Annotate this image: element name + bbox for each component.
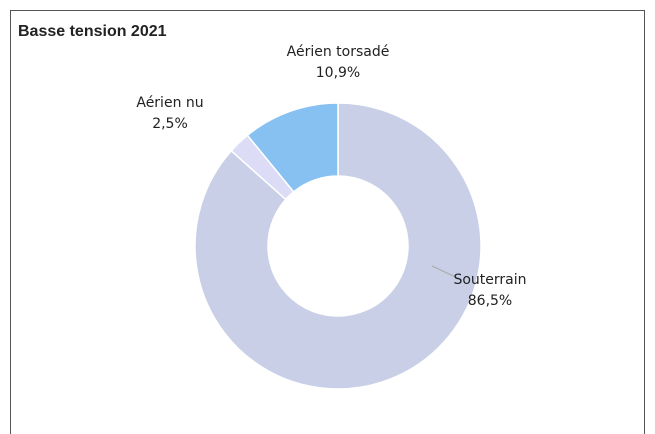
data-label-name: Aérien nu	[136, 95, 203, 111]
data-label-name: Aérien torsadé	[287, 44, 390, 60]
chart-title: Basse tension 2021	[18, 23, 167, 40]
leader-line	[431, 265, 463, 281]
donut-slice	[194, 102, 482, 390]
data-label-name: Souterrain	[453, 272, 526, 288]
data-label-value: 86,5%	[468, 293, 512, 309]
data-label-value: 2,5%	[152, 116, 188, 132]
donut-slice	[246, 102, 339, 193]
data-label-value: 10,9%	[316, 65, 360, 81]
